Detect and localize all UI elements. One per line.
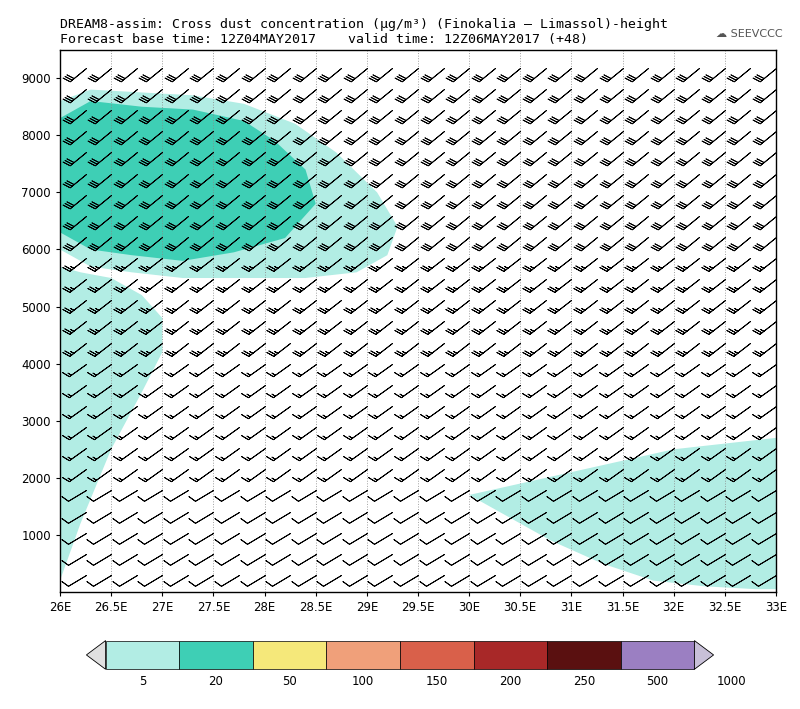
Text: 20: 20: [209, 675, 223, 688]
Polygon shape: [60, 267, 162, 581]
Bar: [106, 641, 179, 669]
Text: 5: 5: [138, 675, 146, 688]
Polygon shape: [694, 641, 714, 669]
Bar: [326, 641, 400, 669]
Text: 100: 100: [352, 675, 374, 688]
Bar: [621, 641, 694, 669]
Text: 250: 250: [573, 675, 595, 688]
Bar: [179, 641, 253, 669]
Polygon shape: [60, 89, 398, 278]
Bar: [474, 641, 547, 669]
Polygon shape: [60, 101, 316, 261]
Bar: [253, 641, 326, 669]
Text: 200: 200: [499, 675, 522, 688]
Polygon shape: [86, 641, 106, 669]
Text: 1000: 1000: [716, 675, 746, 688]
Text: 50: 50: [282, 675, 297, 688]
Text: 500: 500: [646, 675, 669, 688]
Text: 150: 150: [426, 675, 448, 688]
Text: DREAM8-assim: Cross dust concentration (μg/m³) (Finokalia – Limassol)-height
For: DREAM8-assim: Cross dust concentration (…: [60, 18, 668, 45]
Polygon shape: [469, 438, 776, 589]
Bar: [547, 641, 621, 669]
Bar: [400, 641, 474, 669]
Text: ☁ SEEVCCC: ☁ SEEVCCC: [716, 29, 782, 39]
